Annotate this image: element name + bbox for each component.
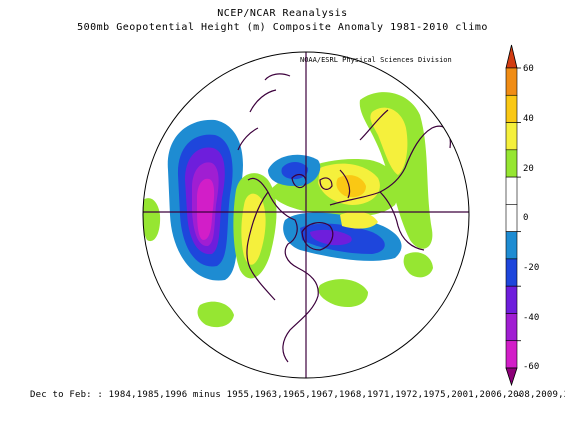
colorbar-bin xyxy=(505,340,518,369)
colorbar-cap-top xyxy=(505,44,518,69)
map-boundary xyxy=(142,51,470,379)
colorbar-bin xyxy=(505,258,518,287)
colorbar-bin xyxy=(505,176,518,205)
colorbar-bin xyxy=(505,94,518,123)
anomaly-region-atlantic-positive xyxy=(340,211,378,229)
colorbar-bin xyxy=(505,122,518,151)
graticule xyxy=(143,52,469,378)
colorbar-bin xyxy=(505,285,518,314)
colorbar-tick-label: -20 xyxy=(523,263,540,273)
colorbar-bin xyxy=(505,149,518,178)
greenland-coastline xyxy=(301,222,334,251)
anomaly-region-central-pacific-positive xyxy=(143,198,161,242)
colorbar-tick-label: -60 xyxy=(523,362,540,372)
colorbar-tick-label: 20 xyxy=(523,164,534,174)
anomaly-region-atlantic-positive-south xyxy=(318,279,368,308)
anomaly-region-pacific-positive-south xyxy=(197,301,234,328)
colorbar-tick-label: -40 xyxy=(523,313,540,323)
figure-subtitle: 500mb Geopotential Height (m) Composite … xyxy=(77,22,488,33)
colorbar-cap-bottom xyxy=(505,367,518,387)
colorbar-bin xyxy=(505,67,518,96)
colorbar-tick-label: 60 xyxy=(523,64,534,74)
north-america-coastline xyxy=(246,177,319,363)
anomaly-region-africa-positive xyxy=(403,252,433,278)
anomaly-region-atlantic-negative-core xyxy=(310,229,352,246)
east-asia-coastline xyxy=(237,73,291,151)
colorbar-tick-label: 0 xyxy=(523,213,529,223)
colorbar-bin xyxy=(505,313,518,342)
anomaly-field xyxy=(143,92,433,328)
colorbar-bin xyxy=(505,231,518,260)
colorbar-bin xyxy=(505,204,518,232)
figure-title: NCEP/NCAR Reanalysis xyxy=(217,8,348,19)
eurasia-coastline xyxy=(329,109,451,251)
anomaly-region-europe-positive-core xyxy=(370,107,408,175)
colorbar-tick-label: 40 xyxy=(523,114,534,124)
credit-label: NOAA/ESRL Physical Sciences Division xyxy=(300,56,452,64)
anomaly-region-pacific-negative-core xyxy=(197,178,215,240)
anomaly-region-eurasia-positive-peak xyxy=(336,175,366,198)
footer-caption: Dec to Feb: : 1984,1985,1996 minus 1955,… xyxy=(30,390,565,400)
